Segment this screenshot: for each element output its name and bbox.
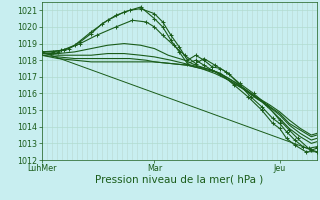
X-axis label: Pression niveau de la mer( hPa ): Pression niveau de la mer( hPa ) bbox=[95, 175, 263, 185]
